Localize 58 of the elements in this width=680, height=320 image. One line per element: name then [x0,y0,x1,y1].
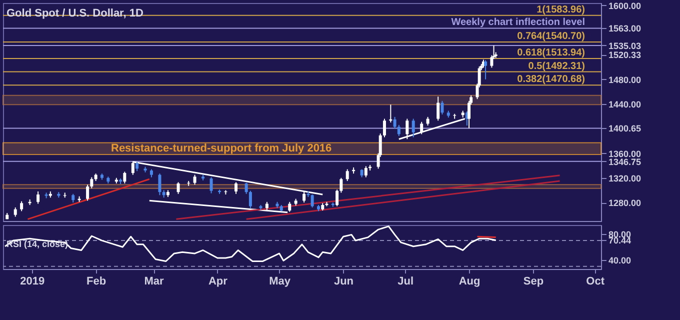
candlestick [420,121,424,135]
ref-line-label: 1(1583.96) [536,4,585,16]
y-tick-label: 1346.75 [608,156,642,167]
line-series [4,226,497,262]
y-tick-label: 1563.00 [608,24,642,34]
x-tick-label: Jul [398,276,414,288]
ref-line-label: Weekly chart inflection level [451,17,586,28]
x-tick-label: Jun [334,276,354,288]
candlestick [393,116,396,130]
candlestick [14,206,17,218]
ref-line-label: 0.5(1492.31) [528,60,585,72]
candlestick [397,124,400,137]
candlestick [158,173,162,196]
y-tick-label: 1400.65 [608,124,642,134]
y-tick-label: 1600.00 [608,0,642,11]
text: RSI (14, close) [6,239,68,249]
x-tick-label: Aug [458,276,480,288]
candlestick [244,182,248,194]
x-tick-label: Apr [208,276,228,288]
x-tick-label: May [269,276,292,288]
candlestick [484,60,488,80]
candlestick [193,174,196,186]
candlestick [136,161,139,172]
y-tick-label: 1520.33 [608,50,642,60]
candlestick [36,190,40,204]
x-tick-label: 2019 [20,276,45,288]
candlestick [248,190,252,209]
x-tick-label: Sep [523,276,544,288]
y-tick-label: 1535.03 [608,40,642,51]
candlestick [310,194,314,208]
candlestick [90,176,94,189]
candlestick [20,200,24,212]
candlestick [176,182,180,194]
y-tick-label: 1320.00 [608,173,642,184]
candlestick [123,171,126,184]
y-tick-label: 1480.00 [608,74,642,85]
candlestick [336,189,339,207]
y-tick-label: 1360.00 [608,148,642,159]
x-tick-label: Feb [86,276,106,288]
candlestick [382,118,386,138]
y-tick-label: 70.44 [608,236,632,246]
x-tick-label: Oct [586,276,605,288]
candlestick [412,118,415,138]
ref-line-label: 0.382(1470.68) [517,74,585,86]
x-tick-label: Mar [144,276,165,288]
candlestick [346,168,349,182]
candlestick [364,166,368,178]
y-tick-label: 1440.00 [608,99,642,110]
y-tick-label: 40.00 [608,255,632,266]
band-label: Resistance-turned-support from July 2016 [111,142,332,155]
candlestick [86,184,90,202]
candlestick [440,100,444,115]
candlestick [210,176,213,194]
ref-line-label: 0.618(1513.94) [517,47,585,58]
candlestick [340,177,343,194]
y-tick-label: 1280.00 [608,198,642,208]
ref-line-label: 0.764(1540.70) [517,30,585,42]
candlestick [436,96,440,122]
